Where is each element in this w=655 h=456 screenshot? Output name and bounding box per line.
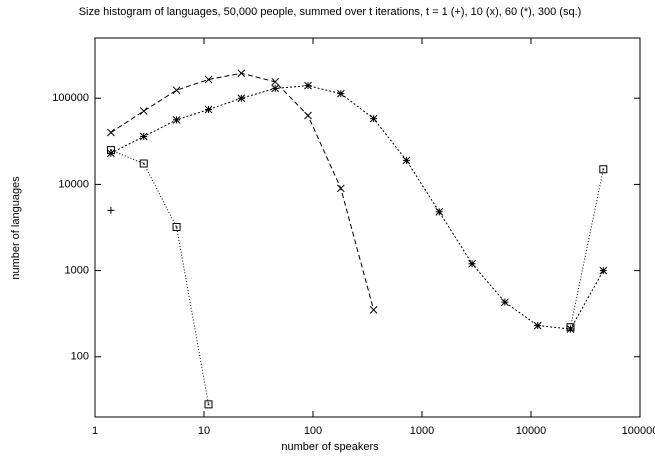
series-line bbox=[110, 85, 604, 330]
plot-frame bbox=[94, 37, 641, 418]
marker bbox=[204, 400, 213, 409]
x-axis-label: number of speakers bbox=[281, 441, 379, 453]
marker-dot bbox=[207, 403, 210, 406]
marker bbox=[501, 298, 509, 307]
marker bbox=[139, 159, 148, 168]
marker-dot bbox=[142, 162, 145, 165]
x-tick-label: 10 bbox=[198, 425, 210, 437]
marker bbox=[204, 105, 213, 114]
x-tick-label: 100 bbox=[304, 425, 322, 437]
marker bbox=[107, 128, 115, 137]
marker-dot bbox=[602, 168, 605, 171]
marker bbox=[172, 86, 181, 95]
marker bbox=[106, 146, 115, 155]
y-axis-label: number of languages bbox=[10, 176, 22, 280]
marker bbox=[402, 156, 411, 165]
marker bbox=[172, 223, 181, 232]
y-tick-label: 10000 bbox=[58, 178, 89, 190]
marker bbox=[468, 259, 476, 268]
marker bbox=[566, 325, 575, 333]
marker bbox=[271, 77, 280, 86]
marker bbox=[139, 107, 148, 115]
series-line bbox=[110, 149, 604, 405]
x-tick-label: 1000 bbox=[410, 425, 434, 437]
marker bbox=[533, 321, 542, 330]
marker bbox=[237, 94, 246, 103]
marker bbox=[139, 132, 148, 141]
marker-dot bbox=[175, 226, 178, 228]
x-tick-label: 100000 bbox=[622, 425, 655, 437]
marker bbox=[271, 84, 280, 93]
marker bbox=[336, 89, 345, 98]
marker bbox=[599, 165, 608, 174]
marker-dot bbox=[569, 326, 572, 329]
marker bbox=[566, 323, 575, 332]
x-tick-label: 1 bbox=[92, 425, 98, 437]
marker bbox=[304, 81, 312, 90]
x-tick-label: 10000 bbox=[516, 425, 547, 437]
marker bbox=[336, 184, 345, 193]
marker bbox=[369, 114, 378, 123]
y-tick-label: 100 bbox=[71, 351, 89, 363]
chart-title: Size histogram of languages, 50,000 peop… bbox=[79, 6, 582, 18]
marker-dot bbox=[110, 149, 112, 151]
y-tick-label: 1000 bbox=[65, 264, 89, 276]
marker bbox=[369, 306, 378, 314]
y-tick-label: 100000 bbox=[52, 92, 89, 104]
marker bbox=[107, 206, 115, 214]
marker bbox=[204, 75, 213, 84]
marker bbox=[172, 116, 181, 124]
series-line bbox=[110, 72, 375, 311]
marker bbox=[237, 69, 246, 78]
marker bbox=[599, 266, 608, 275]
marker bbox=[304, 111, 312, 120]
marker bbox=[435, 208, 444, 216]
